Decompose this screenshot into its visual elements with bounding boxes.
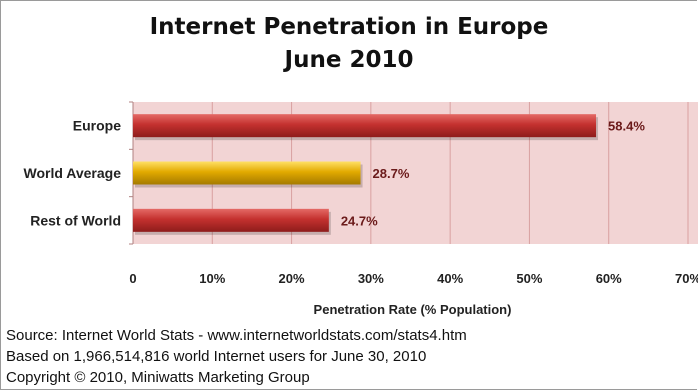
bar-rest-of-world (133, 208, 329, 232)
x-tick-label: 0 (129, 271, 136, 286)
x-tick-label: 50% (516, 271, 542, 286)
chart-title: Internet Penetration in Europe (149, 14, 549, 40)
data-label: 24.7% (341, 213, 378, 228)
data-label: 58.4% (608, 119, 645, 134)
x-tick-label: 10% (199, 271, 225, 286)
x-tick-label: 30% (358, 271, 384, 286)
footer-source: Source: Internet World Stats - www.inter… (6, 327, 467, 344)
x-tick-label: 70% (675, 271, 698, 286)
footer-copyright: Copyright © 2010, Miniwatts Marketing Gr… (6, 369, 310, 386)
category-label: Europe (73, 118, 121, 134)
bar-world-average (133, 161, 361, 185)
bar-europe (133, 114, 597, 138)
x-tick-label: 60% (596, 271, 622, 286)
x-tick-label: 40% (437, 271, 463, 286)
x-axis-title: Penetration Rate (% Population) (314, 302, 512, 317)
x-tick-label: 20% (279, 271, 305, 286)
category-label: World Average (23, 165, 121, 181)
category-label: Rest of World (30, 212, 121, 228)
data-label: 28.7% (373, 166, 410, 181)
footer-basis: Based on 1,966,514,816 world Internet us… (6, 348, 427, 365)
chart-subtitle: June 2010 (284, 47, 414, 73)
